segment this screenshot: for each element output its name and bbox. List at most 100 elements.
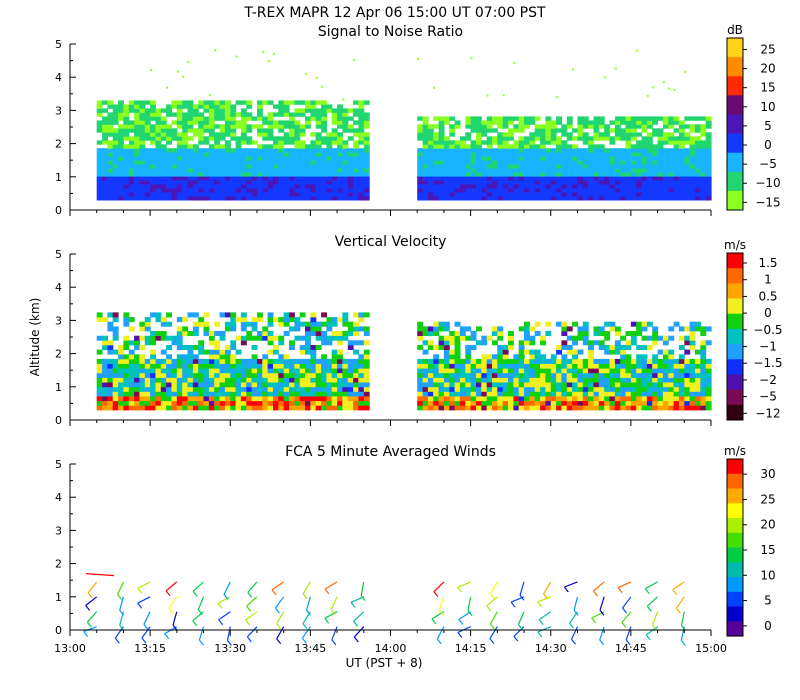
snr-cell: [155, 160, 162, 165]
snr-cell: [139, 188, 146, 193]
vv-cell: [251, 386, 258, 392]
vv-cell: [427, 363, 434, 369]
snr-cell: [540, 156, 546, 161]
snr-cell: [540, 152, 546, 157]
snr-cell: [465, 168, 472, 173]
snr-cell: [144, 128, 151, 133]
vv-cell: [192, 391, 199, 397]
snr-cell: [577, 124, 584, 129]
snr-cell: [465, 144, 472, 149]
vv-cell: [176, 368, 183, 374]
vv-cell: [673, 405, 680, 411]
snr-cell: [134, 128, 140, 133]
wind-barb-flag: [324, 617, 330, 624]
snr-cell: [198, 196, 205, 201]
vv-cell: [502, 386, 509, 392]
vv-cell: [470, 335, 477, 341]
snr-cell: [566, 180, 573, 185]
vv-cell: [166, 358, 172, 364]
vv-cell: [337, 317, 343, 323]
vv-cell: [235, 372, 242, 378]
vv-cell: [112, 396, 119, 402]
snr-cell: [267, 124, 274, 129]
vv-cell: [438, 326, 445, 332]
vv-cell: [102, 396, 108, 402]
snr-cell: [540, 164, 546, 169]
snr-cell: [160, 184, 167, 189]
wind-barb-flag: [591, 617, 597, 624]
snr-cell: [668, 132, 675, 137]
snr-cell: [155, 112, 162, 117]
vv-cell: [166, 354, 172, 360]
wind-barb: [621, 611, 632, 623]
vv-cell: [652, 386, 659, 392]
snr-cell: [433, 196, 440, 201]
snr-cell: [128, 160, 135, 165]
snr-cell: [176, 112, 183, 117]
vv-cell: [358, 326, 365, 332]
snr-cell: [454, 180, 461, 185]
snr-cell: [443, 188, 450, 193]
vv-cell: [540, 382, 546, 388]
snr-cell: [684, 152, 691, 157]
snr-cell: [273, 156, 279, 161]
vv-cell: [486, 391, 493, 397]
snr-cell: [310, 164, 317, 169]
vv-cell: [609, 372, 616, 378]
snr-cell: [438, 152, 445, 157]
snr-cell: [534, 132, 541, 137]
vv-cell: [465, 354, 472, 360]
vv-cell: [273, 382, 279, 388]
snr-cell: [614, 136, 621, 141]
vv-cell: [513, 396, 520, 402]
vv-cell: [646, 321, 653, 327]
snr-cell: [689, 136, 696, 141]
vv-cell: [224, 391, 231, 397]
snr-cell: [470, 172, 477, 177]
vv-cell: [561, 405, 568, 411]
vv-cell: [321, 368, 327, 374]
snr-cell: [662, 188, 669, 193]
vv-cell: [192, 382, 199, 388]
snr-cell: [593, 188, 600, 193]
snr-cell: [438, 196, 445, 201]
vv-cell: [353, 312, 359, 318]
snr-cell: [139, 116, 146, 121]
vv-cell: [449, 382, 456, 388]
snr-cell: [588, 184, 594, 189]
vv-cell: [208, 382, 215, 388]
vv-cell: [273, 358, 279, 364]
vv-cell: [267, 400, 274, 406]
wind-barb: [116, 581, 124, 595]
snr-cell: [155, 124, 162, 129]
snr-cell: [646, 140, 653, 145]
snr-cell: [358, 116, 365, 121]
vv-cell: [342, 312, 349, 318]
snr-cell: [102, 172, 108, 177]
snr-cell: [582, 120, 589, 125]
vv-cell: [294, 335, 301, 341]
snr-cell: [700, 192, 707, 197]
snr-cell: [449, 124, 456, 129]
snr-cell: [470, 152, 477, 157]
snr-cell: [246, 160, 253, 165]
snr-cell: [540, 136, 546, 141]
vv-cell: [705, 405, 712, 411]
snr-cell: [96, 112, 103, 117]
vv-cell: [550, 358, 557, 364]
snr-cell: [417, 176, 424, 181]
vv-cell: [118, 382, 124, 388]
vv-cell: [358, 396, 365, 402]
snr-cell: [652, 160, 659, 165]
snr-cell: [566, 148, 573, 153]
snr-cell: [139, 104, 146, 109]
snr-cell: [454, 188, 461, 193]
snr-cell: [337, 152, 343, 157]
vv-cell: [588, 340, 594, 346]
vv-cell: [454, 363, 461, 369]
snr-cell: [235, 140, 242, 145]
snr-cell: [219, 108, 226, 113]
snr-cell: [198, 128, 205, 133]
vv-cell: [321, 377, 327, 383]
vv-cell: [235, 368, 242, 374]
